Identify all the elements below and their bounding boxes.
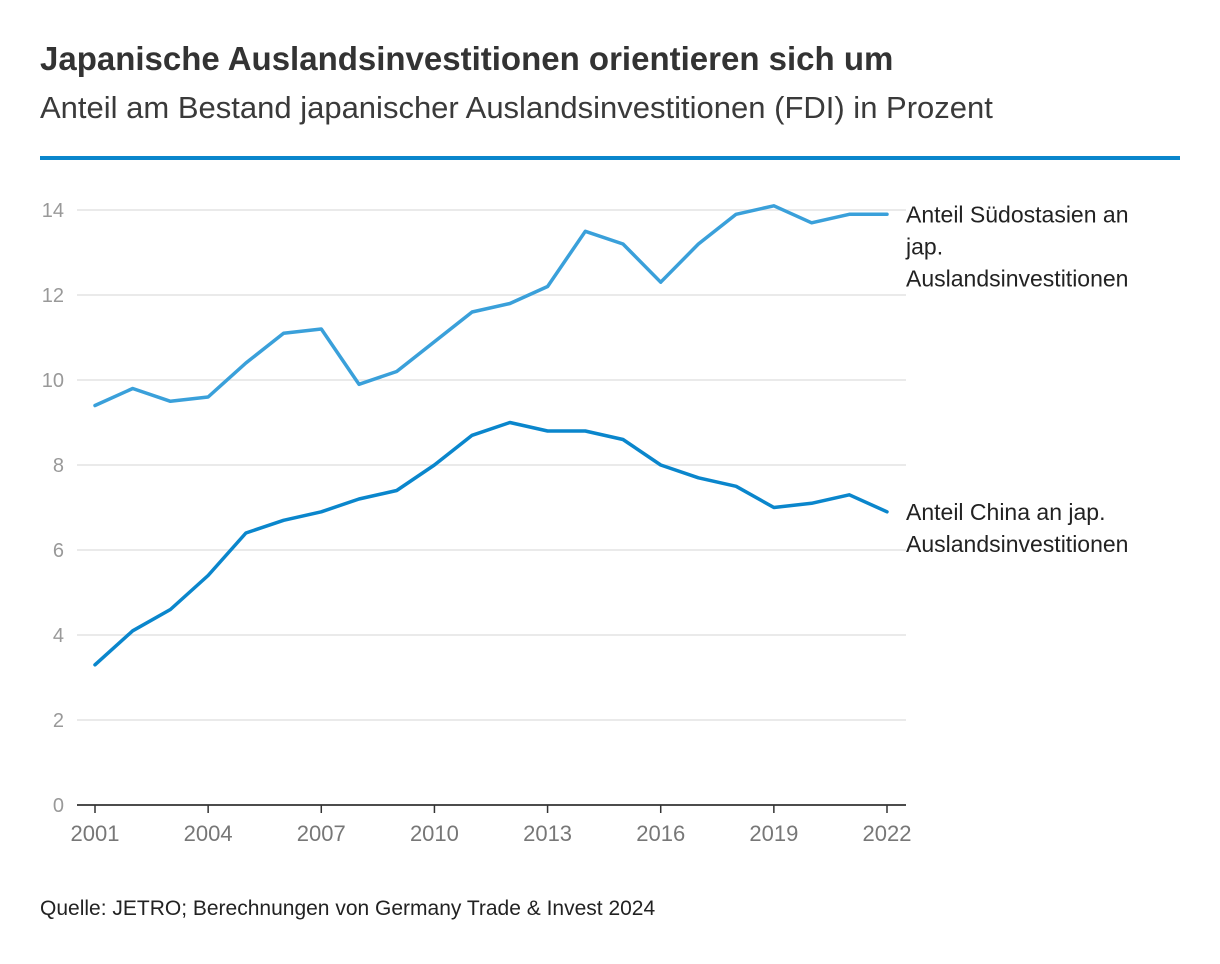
series-label-line: Auslandsinvestitionen [906, 265, 1128, 291]
y-tick-label: 0 [53, 795, 64, 817]
series-label-line: Anteil Südostasien an [906, 201, 1129, 227]
y-tick-label: 12 [42, 285, 64, 307]
chart-subtitle: Anteil am Bestand japanischer Auslandsin… [40, 90, 993, 125]
series-label-line: Anteil China an jap. [906, 499, 1105, 525]
x-tick-label: 2001 [71, 821, 120, 846]
y-tick-label: 14 [42, 200, 64, 222]
x-tick-label: 2010 [410, 821, 459, 846]
accent-rule [40, 156, 1180, 160]
series-label-line: Auslandsinvestitionen [906, 531, 1128, 557]
y-tick-label: 6 [53, 540, 64, 562]
series-line-0 [93, 204, 889, 408]
series-labels: Anteil Südostasien an jap. Auslandsinvesti… [905, 201, 1129, 557]
series-label-1: Anteil China an jap. Auslandsinvestitione… [906, 499, 1128, 557]
y-tick-label: 4 [53, 625, 64, 647]
series-label-line: jap. [905, 233, 943, 259]
x-tick-label: 2019 [749, 821, 798, 846]
chart-title: Japanische Auslandsinvestitionen orienti… [40, 40, 894, 77]
source-note: Quelle: JETRO; Berechnungen von Germany … [40, 897, 656, 920]
x-tick-label: 2007 [297, 821, 346, 846]
y-tick-label: 8 [53, 455, 64, 477]
x-tick-label: 2004 [184, 821, 233, 846]
y-tick-label: 2 [53, 710, 64, 732]
x-tick-label: 2013 [523, 821, 572, 846]
x-tick-label: 2016 [636, 821, 685, 846]
series-line-1 [93, 420, 889, 667]
y-axis-ticks: 0 2 4 6 8 10 12 14 [42, 200, 64, 817]
grid-lines [77, 209, 906, 721]
series-label-0: Anteil Südostasien an jap. Auslandsinvesti… [905, 201, 1129, 291]
y-tick-label: 10 [42, 370, 64, 392]
series-lines [93, 204, 889, 667]
x-axis-ticks: 2001 2004 2007 2010 2013 2016 2019 2022 [71, 805, 912, 846]
x-tick-label: 2022 [863, 821, 912, 846]
